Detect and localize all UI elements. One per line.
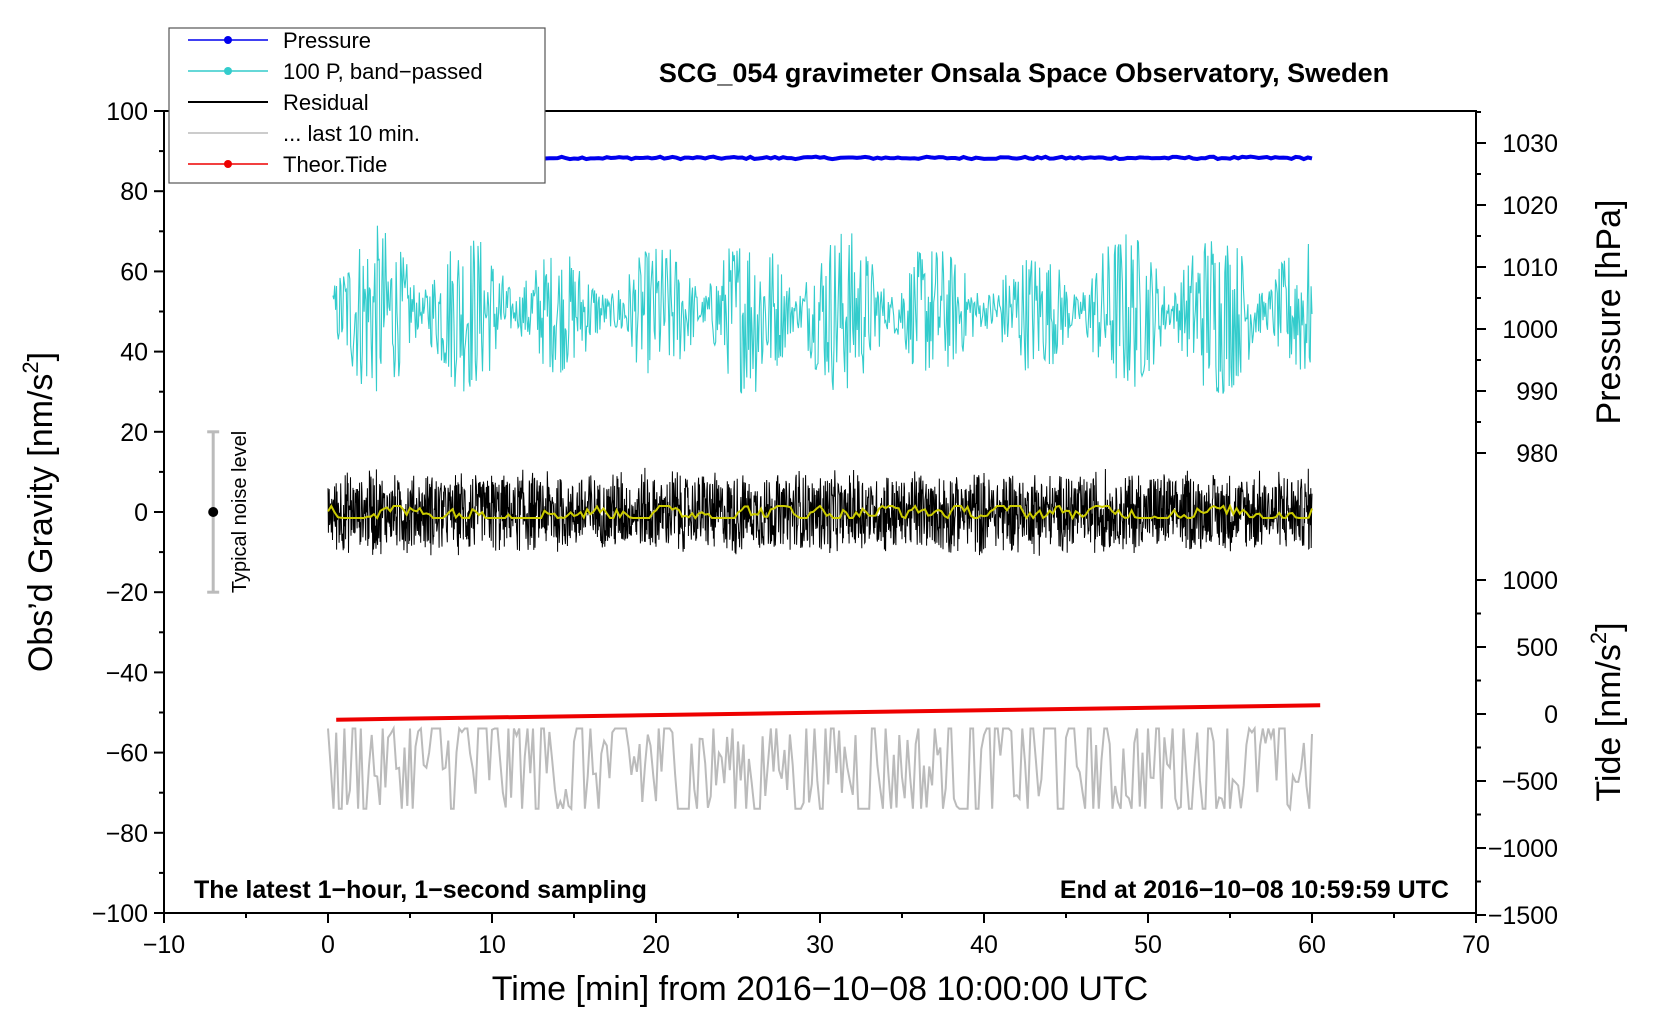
legend-box (168, 27, 546, 184)
y-axis-pressure: 1030 1020 1010 1000 990 980 (1476, 111, 1558, 468)
annotation-left: The latest 1−hour, 1−second sampling (194, 876, 647, 904)
legend-items: Pressure 100 P, band−passed Residual ... la… (188, 28, 483, 177)
y-tick-label: −60 (106, 740, 148, 768)
noise-center-dot (208, 507, 219, 517)
y-tick-label: 100 (106, 98, 148, 126)
x-tick-label: −10 (143, 931, 185, 959)
tide-tick-label: −500 (1502, 768, 1558, 796)
tide-tick-label: 0 (1544, 701, 1558, 729)
series-theor-tide (336, 703, 1321, 722)
tide-axis-title-main: Tide [nm/s (1590, 644, 1628, 801)
annotation-right: End at 2016−10−08 10:59:59 UTC (1060, 876, 1449, 904)
series-residual-smoothed (327, 503, 1313, 521)
y-axis-tide: 1000 500 0 −500 −1000 −1500 (1476, 567, 1558, 930)
x-tick-label: 0 (321, 931, 335, 959)
series-residual (327, 467, 1313, 556)
pressure-tick-label: 1030 (1502, 130, 1558, 158)
y-tick-label: 0 (134, 499, 148, 527)
legend-label: Theor.Tide (283, 152, 387, 177)
y-tick-label: 40 (120, 339, 148, 367)
legend-marker (224, 36, 232, 44)
legend: Pressure 100 P, band−passed Residual ... la… (168, 27, 546, 184)
series-band-passed (332, 225, 1313, 394)
x-tick-label: 30 (806, 931, 834, 959)
y-axis-title-close: ] (22, 352, 60, 361)
x-axis-title: Time [min] from 2016−10−08 10:00:00 UTC (492, 970, 1148, 1008)
legend-label: ... last 10 min. (283, 121, 420, 146)
y-tick-label: −20 (106, 579, 148, 607)
legend-marker (224, 160, 232, 168)
tide-tick-label: −1500 (1488, 902, 1558, 930)
x-tick-label: 60 (1298, 931, 1326, 959)
pressure-tick-label: 1010 (1502, 254, 1558, 282)
x-tick-label: 20 (642, 931, 670, 959)
y-tick-label: 80 (120, 178, 148, 206)
noise-label: Typical noise level (229, 431, 251, 593)
pressure-tick-label: 1000 (1502, 316, 1558, 344)
tide-axis-title-close: ] (1590, 622, 1628, 631)
series-last-10-min (327, 724, 1313, 812)
y-tick-label: 20 (120, 419, 148, 447)
x-tick-label: 40 (970, 931, 998, 959)
x-axis: −10 0 10 20 30 40 50 60 70 (143, 913, 1490, 959)
y-axis-title: Obs’d Gravity [nm/s2] (18, 352, 60, 672)
y-axis-title-main: Obs’d Gravity [nm/s (22, 374, 60, 673)
pressure-axis-title: Pressure [hPa] (1590, 200, 1628, 425)
tide-tick-label: −1000 (1488, 835, 1558, 863)
y-axis-left: 100 80 60 40 20 0 −20 −40 −60 −80 −100 (92, 98, 164, 928)
x-tick-label: 70 (1462, 931, 1490, 959)
x-tick-label: 50 (1134, 931, 1162, 959)
x-tick-label: 10 (478, 931, 506, 959)
tide-tick-label: 500 (1516, 634, 1558, 662)
noise-level-indicator: Typical noise level (207, 430, 251, 594)
y-tick-label: 60 (120, 258, 148, 286)
pressure-tick-label: 990 (1516, 378, 1558, 406)
y-tick-label: −80 (106, 820, 148, 848)
series-layer (327, 154, 1321, 812)
legend-marker (224, 67, 232, 75)
legend-label: Pressure (283, 28, 371, 53)
tide-tick-label: 1000 (1502, 567, 1558, 595)
legend-label: Residual (283, 90, 369, 115)
pressure-tick-label: 980 (1516, 440, 1558, 468)
tide-axis-title-sup: 2 (1586, 632, 1611, 644)
y-tick-label: −100 (92, 900, 148, 928)
chart-title: SCG_054 gravimeter Onsala Space Observat… (659, 58, 1389, 88)
y-tick-label: −40 (106, 659, 148, 687)
legend-label: 100 P, band−passed (283, 59, 483, 84)
pressure-tick-label: 1020 (1502, 192, 1558, 220)
y-axis-title-sup: 2 (18, 361, 43, 373)
tide-axis-title: Tide [nm/s2] (1586, 622, 1628, 801)
